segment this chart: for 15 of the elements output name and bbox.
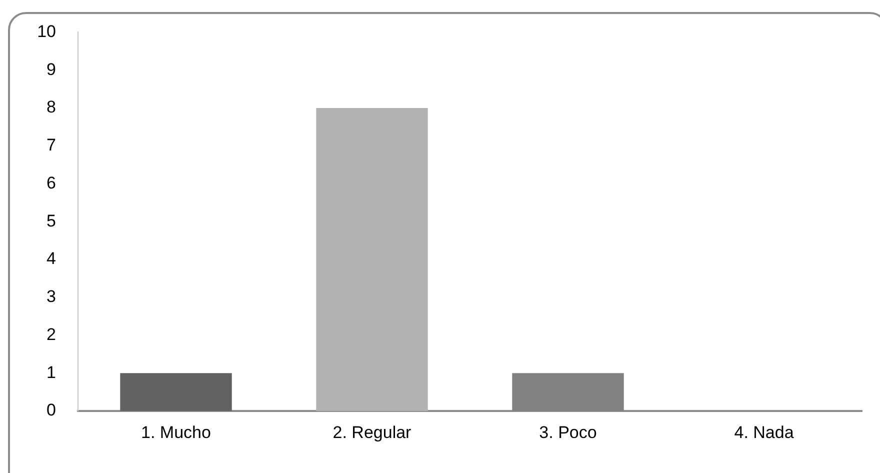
- y-tick-label: 4: [46, 249, 56, 268]
- x-tick-label: 1. Mucho: [141, 422, 211, 442]
- x-tick-label: 3. Poco: [539, 422, 597, 442]
- y-tick-label: 9: [46, 60, 56, 79]
- y-tick-label: 5: [46, 211, 56, 230]
- y-tick-label: 3: [46, 287, 56, 306]
- x-tick-label: 4. Nada: [734, 422, 794, 442]
- y-tick-label: 2: [46, 324, 56, 344]
- y-tick-label: 7: [46, 136, 56, 155]
- y-tick-label: 6: [46, 173, 56, 192]
- y-tick-label: 1: [46, 362, 56, 382]
- y-tick-label: 8: [46, 98, 56, 117]
- y-tick-label: 0: [46, 400, 56, 420]
- y-tick-label: 10: [37, 22, 56, 41]
- x-tick-label: 2. Regular: [332, 422, 412, 442]
